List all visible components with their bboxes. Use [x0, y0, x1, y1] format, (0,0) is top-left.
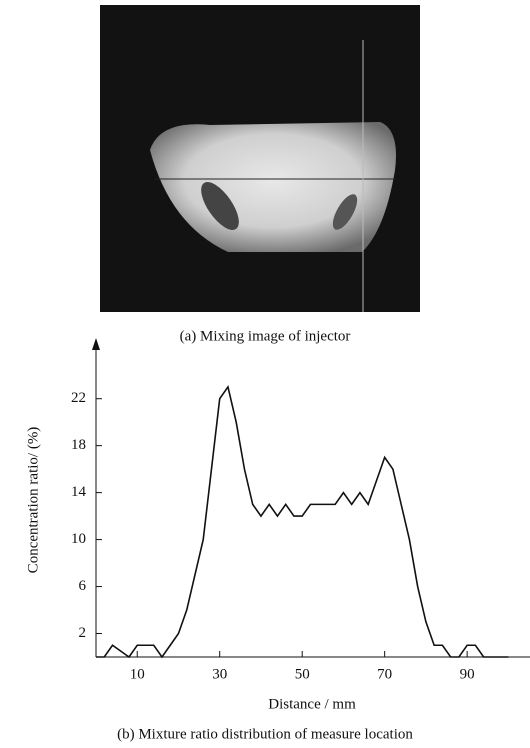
y-axis-label: Concentration ratio/ (%) [25, 427, 41, 574]
y-tick-label: 10 [71, 531, 86, 547]
x-tick-label: 50 [295, 666, 310, 682]
data-line [96, 385, 509, 659]
x-tick-label: 90 [460, 666, 475, 682]
mixing-image [100, 5, 420, 312]
y-tick-label: 18 [71, 437, 86, 453]
image-caption: (a) Mixing image of injector [180, 328, 351, 344]
x-tick-label: 30 [212, 666, 227, 682]
axis-arrow [92, 338, 100, 350]
chart-caption: (b) Mixture ratio distribution of measur… [117, 726, 413, 742]
x-tick-label: 70 [377, 666, 392, 682]
y-tick-label: 6 [79, 578, 87, 594]
y-tick-label: 14 [71, 484, 87, 500]
x-tick-label: 10 [130, 666, 145, 682]
y-tick-label: 22 [71, 390, 86, 406]
y-tick-label: 2 [79, 625, 87, 641]
x-axis-label: Distance / mm [268, 696, 356, 712]
